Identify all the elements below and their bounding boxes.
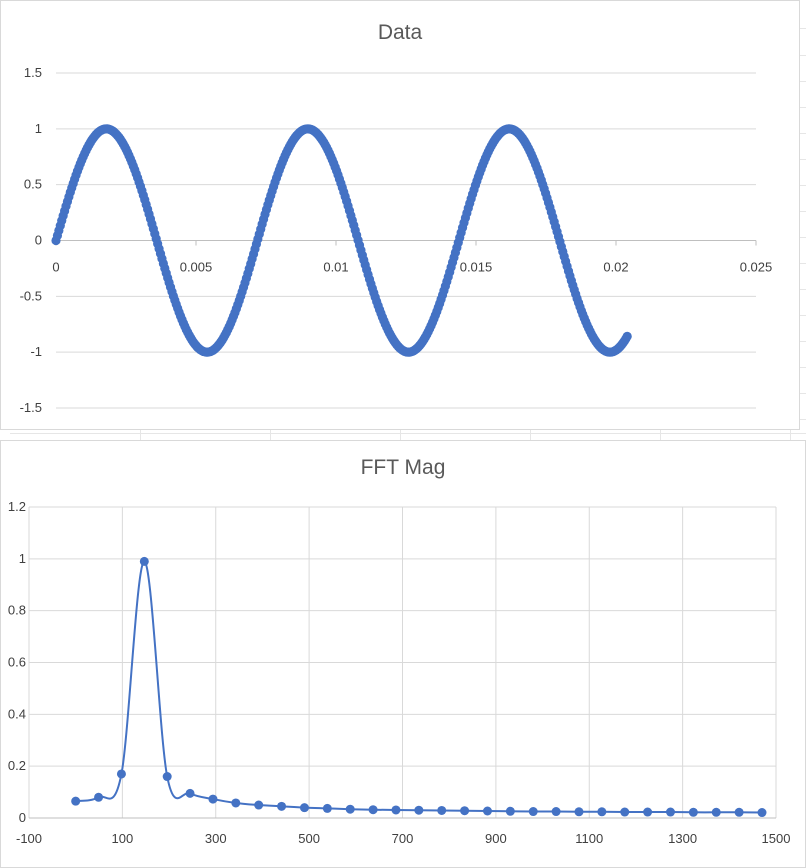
data-point	[185, 788, 195, 798]
data-point	[414, 805, 424, 815]
data-point	[482, 806, 492, 816]
data-point	[345, 804, 355, 814]
y-tick-label: -1	[30, 344, 42, 359]
x-tick-label: 1100	[575, 831, 603, 846]
data-point	[208, 794, 218, 804]
x-tick-label: 0.015	[460, 260, 493, 275]
data-point	[116, 769, 126, 779]
data-chart: Data 1.510.50-0.5-1-1.5 0 0.005 0.01 0.015 0…	[20, 21, 773, 415]
x-tick-label: 300	[205, 831, 227, 846]
x-tick-label: 0.025	[740, 260, 773, 275]
data-point	[71, 796, 81, 806]
chart-title: Data	[378, 21, 423, 44]
data-point	[391, 805, 401, 815]
chart-title: FFT Mag	[361, 456, 446, 479]
y-tick-label: 0	[19, 810, 26, 825]
data-point	[734, 807, 744, 817]
data-point	[711, 807, 721, 817]
y-tick-label: 0.6	[8, 655, 26, 670]
x-tick-label: 1300	[668, 831, 697, 846]
x-tick-label: 0.02	[603, 260, 628, 275]
data-series	[71, 556, 767, 818]
y-tick-label: -1.5	[20, 400, 42, 415]
y-tick-label: 0.4	[8, 706, 26, 721]
y-tick-label: 1.2	[8, 499, 26, 514]
data-point	[551, 807, 561, 817]
x-tick-label: -100	[16, 831, 42, 846]
x-tick-label: 500	[298, 831, 320, 846]
data-point	[688, 807, 698, 817]
y-tick-label: 1	[19, 551, 26, 566]
data-point	[665, 807, 675, 817]
data-point	[643, 807, 653, 817]
data-point	[574, 807, 584, 817]
smoothed-series-line	[75, 560, 763, 814]
y-tick-label: -0.5	[20, 288, 42, 303]
data-point	[94, 792, 104, 802]
data-point	[597, 807, 607, 817]
data-point	[757, 808, 767, 818]
data-point	[622, 331, 632, 342]
data-point	[277, 801, 287, 811]
x-tick-label: 100	[112, 831, 134, 846]
data-point	[620, 807, 630, 817]
data-point	[460, 806, 470, 816]
data-point	[254, 800, 264, 810]
data-point	[528, 807, 538, 817]
data-point	[299, 803, 309, 813]
y-tick-label: 0.8	[8, 603, 26, 618]
y-axis-labels: 1.2 1 0.8 0.6 0.4 0.2 0	[8, 499, 26, 825]
x-axis-labels: 0 0.005 0.01 0.015 0.02 0.025	[52, 260, 772, 275]
x-tick-label: 0.01	[323, 260, 348, 275]
fft-mag-chart: FFT Mag 1.2 1 0.8 0.6 0.4 0.2 0 -100 100 300 500 7…	[8, 456, 791, 846]
x-tick-label: 700	[392, 831, 414, 846]
x-tick-label: 900	[485, 831, 507, 846]
x-tick-label: 1500	[762, 831, 791, 846]
x-tick-label: 0	[52, 260, 59, 275]
x-tick-label: 0.005	[180, 260, 213, 275]
x-axis-labels: -100 100 300 500 700 900 1100 1300 1500	[16, 831, 790, 846]
data-point	[437, 805, 447, 815]
data-point	[162, 772, 172, 782]
data-point	[505, 806, 515, 816]
gridlines	[28, 506, 777, 819]
data-series	[51, 124, 632, 357]
y-tick-label: 0.5	[24, 177, 42, 192]
y-tick-label: 0	[35, 233, 42, 248]
data-point	[231, 798, 241, 808]
data-point	[322, 803, 332, 813]
y-tick-label: 1.5	[24, 65, 42, 80]
y-tick-label: 1	[35, 121, 42, 136]
y-tick-label: 0.2	[8, 758, 26, 773]
data-point	[139, 556, 149, 566]
y-axis-labels: 1.5 1 0.5 0 -0.5 -1 -1.5	[20, 65, 42, 415]
data-point	[368, 805, 378, 815]
gridlines	[55, 72, 757, 409]
